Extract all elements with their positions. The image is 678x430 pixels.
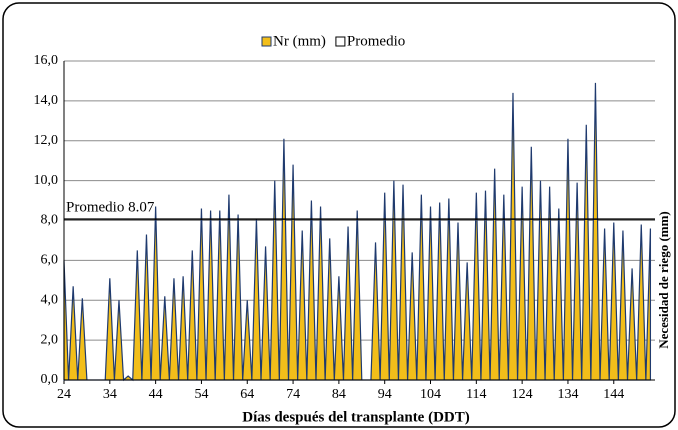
x-tick-label: 94	[378, 387, 392, 402]
x-tick-label: 144	[603, 387, 624, 402]
x-tick-label: 64	[240, 387, 254, 402]
x-tick-label: 34	[103, 387, 117, 402]
legend-label: Promedio	[347, 33, 405, 49]
x-tick-label: 104	[420, 387, 441, 402]
x-tick-label: 124	[512, 387, 533, 402]
x-tick-label: 74	[286, 387, 300, 402]
y-tick-label: 8,0	[41, 213, 59, 228]
y-tick-label: 2,0	[41, 332, 59, 347]
y-tick-label: 12,0	[34, 133, 59, 148]
y-tick-label: 10,0	[34, 173, 59, 188]
legend-label: Nr (mm)	[273, 33, 326, 49]
x-tick-label: 24	[57, 387, 71, 402]
annotation: Promedio 8.07	[66, 200, 155, 216]
y-tick-label: 14,0	[34, 93, 59, 108]
x-tick-label: 84	[332, 387, 346, 402]
y-tick-label: 0,0	[41, 372, 59, 387]
x-tick-label: 134	[557, 387, 578, 402]
y-axis-title: Necesidad de riego (mm)	[656, 211, 671, 349]
x-tick-label: 114	[466, 387, 486, 402]
legend-swatch	[261, 36, 272, 47]
y-tick-label: 4,0	[41, 292, 59, 307]
x-axis-title: Días después del transplante (DDT)	[242, 409, 470, 425]
legend-swatch	[335, 36, 346, 47]
y-tick-label: 16,0	[34, 53, 59, 68]
x-tick-label: 54	[194, 387, 208, 402]
y-tick-label: 6,0	[41, 253, 59, 268]
x-tick-label: 44	[149, 387, 163, 402]
